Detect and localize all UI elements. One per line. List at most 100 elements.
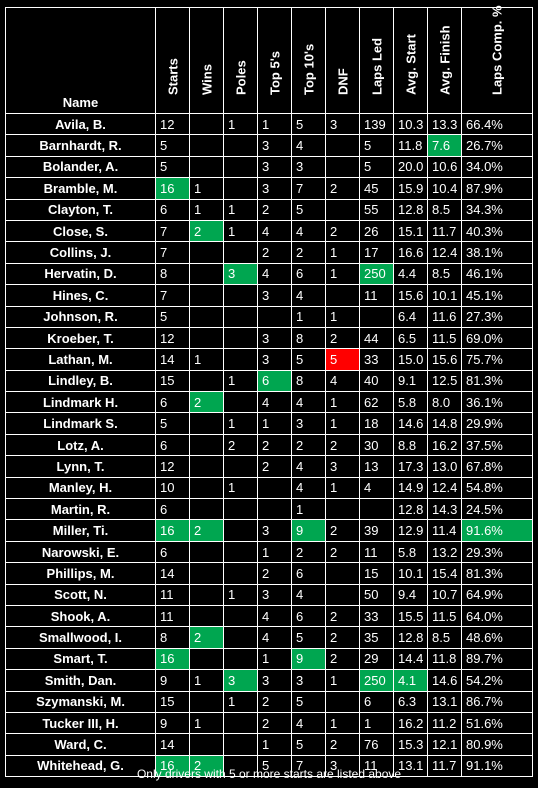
stat-cell-dnf: 1: [325, 412, 360, 435]
driver-name-cell: Manley, H.: [5, 476, 156, 500]
stat-cell-dnf: 2: [325, 733, 360, 756]
stat-cell-poles: 1: [223, 690, 258, 713]
driver-name-cell: Avila, B.: [5, 112, 156, 136]
stat-cell-laps-comp-pct: 75.7%: [461, 348, 533, 371]
stat-cell-starts: 16: [155, 519, 190, 542]
stat-cell-top-10s: 9: [291, 647, 326, 671]
stat-cell-top-5s: 1: [257, 647, 292, 671]
stat-cell-avg-start: 12.9: [393, 519, 428, 542]
table-row: Hervatin, D. 8 3 4 6 1 250 4.4 8.5 46.1%: [5, 262, 533, 286]
stat-cell-poles: [223, 626, 258, 649]
driver-name-cell: Barnhardt, R.: [5, 134, 156, 157]
stat-cell-top-10s: 2: [291, 433, 326, 457]
column-header-avg-finish: Avg. Finish: [427, 7, 462, 114]
stat-cell-poles: [223, 177, 258, 200]
stat-cell-laps-led: 250: [359, 262, 394, 286]
stat-cell-wins: [189, 326, 224, 350]
stat-cell-avg-finish: 10.4: [427, 177, 462, 200]
column-header-avg-start: Avg. Start: [393, 7, 428, 114]
stat-cell-laps-led: 15: [359, 562, 394, 585]
table-row: Bolander, A. 5 3 3 5 20.0 10.6 34.0%: [5, 155, 533, 179]
stat-cell-top-10s: 5: [291, 112, 326, 136]
stat-cell-laps-comp-pct: 67.8%: [461, 455, 533, 478]
stat-cell-starts: 5: [155, 134, 190, 157]
table-row: Smallwood, I. 8 2 4 5 2 35 12.8 8.5 48.6%: [5, 626, 533, 649]
stat-cell-laps-led: 62: [359, 391, 394, 414]
stat-cell-laps-led: 4: [359, 476, 394, 500]
column-header-poles: Poles: [223, 7, 258, 114]
stat-cell-starts: 6: [155, 540, 190, 564]
stat-cell-laps-led: [359, 498, 394, 521]
stat-cell-top-5s: [257, 476, 292, 500]
stat-cell-starts: 6: [155, 198, 190, 221]
stat-cell-laps-led: 45: [359, 177, 394, 200]
stat-cell-avg-finish: 14.3: [427, 498, 462, 521]
table-row: Manley, H. 10 1 4 1 4 14.9 12.4 54.8%: [5, 476, 533, 500]
column-header-label: Laps Comp. %: [489, 5, 505, 95]
stat-cell-avg-finish: 13.0: [427, 455, 462, 478]
stat-cell-laps-comp-pct: 86.7%: [461, 690, 533, 713]
table-row: Miller, Ti. 16 2 3 9 2 39 12.9 11.4 91.6%: [5, 519, 533, 542]
column-header-label: Wins: [199, 64, 214, 95]
stat-cell-starts: 11: [155, 604, 190, 628]
stat-cell-laps-led: 139: [359, 112, 394, 136]
stat-cell-starts: 7: [155, 241, 190, 264]
stat-cell-laps-led: 26: [359, 219, 394, 243]
stat-cell-avg-finish: 10.7: [427, 583, 462, 606]
table-row: Whitehead, G. 16 2 5 7 3 11 13.1 11.7 91.1%: [5, 754, 533, 778]
stat-cell-top-5s: 1: [257, 733, 292, 756]
stat-cell-wins: [189, 262, 224, 286]
stat-cell-top-5s: 4: [257, 262, 292, 286]
stat-cell-starts: 7: [155, 284, 190, 307]
stat-cell-dnf: 1: [325, 305, 360, 328]
stat-cell-starts: 6: [155, 391, 190, 414]
driver-name-cell: Narowski, E.: [5, 540, 156, 564]
stat-cell-wins: [189, 433, 224, 457]
stat-cell-dnf: [325, 583, 360, 606]
stat-cell-laps-comp-pct: 54.2%: [461, 669, 533, 692]
stat-cell-laps-led: 50: [359, 583, 394, 606]
stat-cell-avg-finish: 12.5: [427, 369, 462, 393]
stat-cell-wins: [189, 498, 224, 521]
table-row: Lynn, T. 12 2 4 3 13 17.3 13.0 67.8%: [5, 455, 533, 478]
table-row: Collins, J. 7 2 2 1 17 16.6 12.4 38.1%: [5, 241, 533, 264]
driver-name-cell: Szymanski, M.: [5, 690, 156, 713]
stat-cell-top-5s: 2: [257, 241, 292, 264]
stat-cell-avg-start: 5.8: [393, 391, 428, 414]
stat-cell-top-10s: 5: [291, 733, 326, 756]
stat-cell-avg-finish: 13.2: [427, 540, 462, 564]
stat-cell-poles: [223, 455, 258, 478]
table-row: Hines, C. 7 3 4 11 15.6 10.1 45.1%: [5, 284, 533, 307]
header-row: Name Starts Wins Poles Top 5's Top 10's DNF Lap…: [5, 5, 533, 114]
stat-cell-wins: [189, 540, 224, 564]
stat-cell-avg-finish: 12.4: [427, 476, 462, 500]
table-row: Martin, R. 6 1 12.8 14.3 24.5%: [5, 498, 533, 521]
stat-cell-top-10s: 5: [291, 198, 326, 221]
stat-cell-wins: [189, 284, 224, 307]
stat-cell-avg-start: 4.4: [393, 262, 428, 286]
stat-cell-top-10s: 8: [291, 369, 326, 393]
stat-cell-top-10s: 3: [291, 155, 326, 179]
stat-cell-avg-start: 16.6: [393, 241, 428, 264]
stat-cell-avg-finish: 11.2: [427, 711, 462, 735]
stat-cell-poles: [223, 326, 258, 350]
stat-cell-laps-comp-pct: 34.0%: [461, 155, 533, 179]
stat-cell-dnf: [325, 690, 360, 713]
stat-cell-top-10s: 4: [291, 476, 326, 500]
stat-cell-top-5s: 2: [257, 562, 292, 585]
table-row: Tucker III, H. 9 1 2 4 1 1 16.2 11.2 51.6%: [5, 711, 533, 735]
stat-cell-dnf: [325, 284, 360, 307]
stat-cell-wins: [189, 112, 224, 136]
stat-cell-avg-start: 15.9: [393, 177, 428, 200]
table-row: Clayton, T. 6 1 1 2 5 55 12.8 8.5 34.3%: [5, 198, 533, 221]
stat-cell-avg-finish: 11.5: [427, 326, 462, 350]
stat-cell-avg-finish: 15.4: [427, 562, 462, 585]
stat-cell-starts: 5: [155, 412, 190, 435]
stat-cell-avg-start: 6.4: [393, 305, 428, 328]
table-row: Shook, A. 11 4 6 2 33 15.5 11.5 64.0%: [5, 604, 533, 628]
stat-cell-laps-led: 76: [359, 733, 394, 756]
stat-cell-avg-start: 15.5: [393, 604, 428, 628]
column-header-label: Starts: [165, 58, 180, 95]
stat-cell-laps-comp-pct: 24.5%: [461, 498, 533, 521]
stat-cell-wins: [189, 583, 224, 606]
